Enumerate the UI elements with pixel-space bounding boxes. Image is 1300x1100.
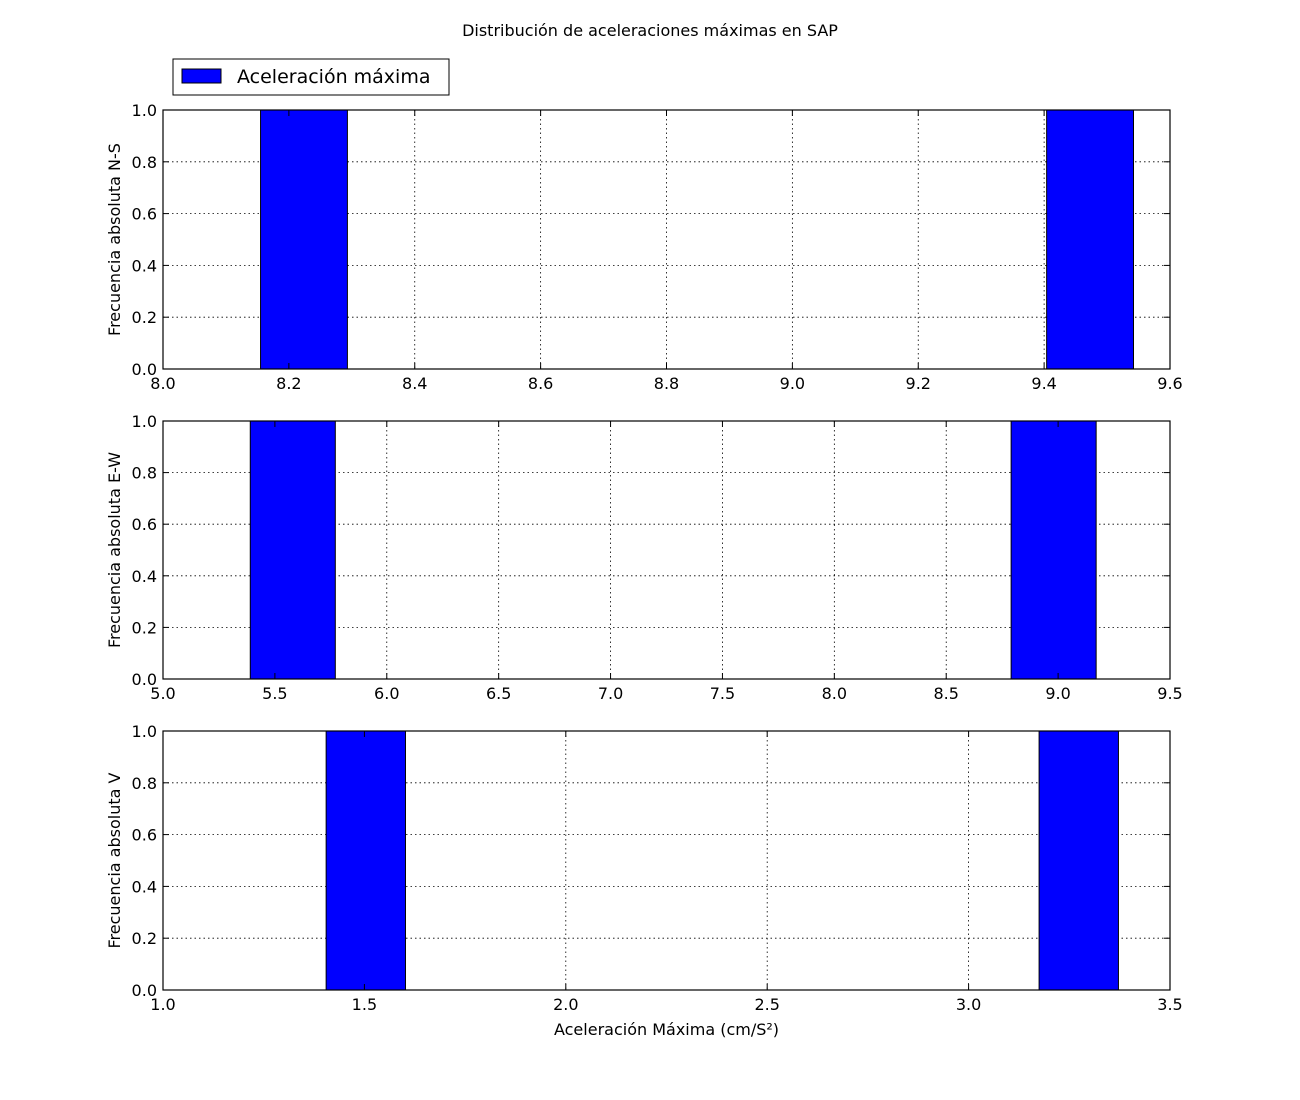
y-tick-label: 0.2	[132, 618, 157, 637]
x-tick-label: 8.6	[528, 374, 553, 393]
axes-frame	[162, 730, 1171, 991]
x-tick-label: 6.5	[486, 684, 511, 703]
x-tick-label: 9.2	[906, 374, 931, 393]
y-tick-label: 0.8	[132, 153, 157, 172]
y-tick-label: 0.6	[132, 826, 157, 845]
x-tick-label: 8.4	[402, 374, 427, 393]
x-tick-label: 1.0	[150, 995, 175, 1014]
histogram-bar	[249, 420, 336, 680]
x-axis-label: Aceleración Máxima (cm/S²)	[554, 1020, 779, 1039]
legend-label: Aceleración máxima	[237, 66, 430, 88]
legend-swatch	[181, 68, 222, 84]
legend: Aceleración máxima	[172, 58, 450, 96]
x-tick-label: 8.0	[822, 684, 847, 703]
y-tick-label: 0.4	[132, 877, 157, 896]
plot-area	[163, 731, 1170, 990]
y-tick-label: 0.6	[132, 515, 157, 534]
x-tick-label: 8.2	[276, 374, 301, 393]
y-tick-label: 0.4	[132, 256, 157, 275]
subplot-3: 1.0 1.5 2.0 2.5 3.0 3.5 0.0 0.2 0.4 0.6 0.8 1.0 Frec…	[105, 722, 1183, 1039]
y-tick-label: 0.2	[132, 929, 157, 948]
x-tick-label: 3.5	[1157, 995, 1182, 1014]
x-tick-label: 5.5	[262, 684, 287, 703]
y-tick-label: 0.6	[132, 205, 157, 224]
x-tick-label: 3.0	[956, 995, 981, 1014]
x-tick-label: 9.0	[780, 374, 805, 393]
x-tick-label: 5.0	[150, 684, 175, 703]
x-tick-label: 1.5	[352, 995, 377, 1014]
x-tick-label: 9.0	[1045, 684, 1070, 703]
histogram-bar	[260, 109, 348, 370]
histogram-bar	[1046, 109, 1134, 370]
y-tick-label: 1.0	[132, 412, 157, 431]
y-axis-label: Frecuencia absoluta V	[105, 772, 124, 948]
y-tick-label: 0.0	[132, 670, 157, 689]
x-tick-label: 8.5	[933, 684, 958, 703]
subplot-1: 8.0 8.2 8.4 8.6 8.8 9.0 9.2 9.4 9.6 0.0 0.2 0.4 0.6 0…	[105, 101, 1183, 393]
axes-frame	[162, 420, 1171, 680]
subplot-2: 5.0 5.5 6.0 6.5 7.0 7.5 8.0 8.5 9.0 9.5 0.0 0.2 0.4 0…	[105, 412, 1183, 703]
x-tick-label: 7.5	[710, 684, 735, 703]
figure-title: Distribución de aceleraciones máximas en…	[462, 21, 838, 40]
y-tick-label: 0.8	[132, 464, 157, 483]
x-tick-label: 7.0	[598, 684, 623, 703]
y-axis-label: Frecuencia absoluta N-S	[105, 143, 124, 336]
y-tick-label: 0.2	[132, 308, 157, 327]
x-tick-label: 9.5	[1157, 684, 1182, 703]
x-tick-label: 9.4	[1031, 374, 1056, 393]
y-tick-label: 0.4	[132, 567, 157, 586]
x-tick-label: 8.0	[150, 374, 175, 393]
subplots: 8.0 8.2 8.4 8.6 8.8 9.0 9.2 9.4 9.6 0.0 0.2 0.4 0.6 0…	[105, 101, 1183, 1039]
x-tick-label: 9.6	[1157, 374, 1182, 393]
histogram-bar	[1038, 730, 1119, 991]
y-tick-label: 0.8	[132, 774, 157, 793]
histogram-bar	[1010, 420, 1097, 680]
x-tick-label: 8.8	[654, 374, 679, 393]
y-tick-label: 0.0	[132, 360, 157, 379]
x-tick-label: 2.0	[553, 995, 578, 1014]
y-axis-label: Frecuencia absoluta E-W	[105, 452, 124, 648]
histogram-bar	[325, 730, 406, 991]
x-tick-label: 6.0	[374, 684, 399, 703]
y-tick-label: 1.0	[132, 722, 157, 741]
x-tick-label: 2.5	[754, 995, 779, 1014]
y-tick-label: 1.0	[132, 101, 157, 120]
y-tick-label: 0.0	[132, 981, 157, 1000]
